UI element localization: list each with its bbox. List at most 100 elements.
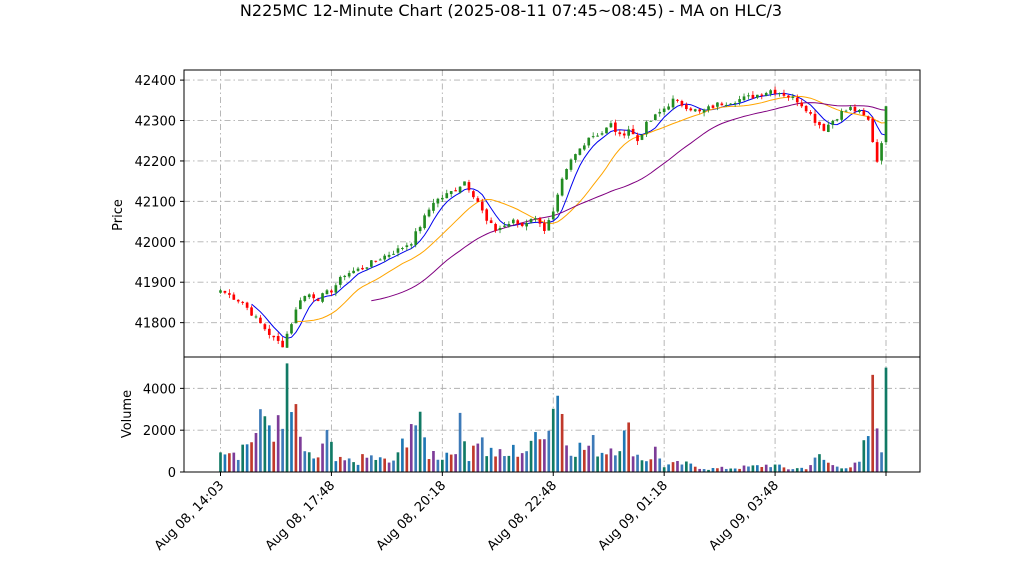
- ma-line-5: [251, 92, 887, 339]
- volume-bar: [747, 466, 750, 472]
- candle-body: [418, 227, 422, 232]
- price-tick-label: 41900: [135, 276, 176, 291]
- candle-body: [219, 290, 222, 293]
- candle-body: [378, 259, 382, 261]
- volume-bar: [316, 457, 320, 472]
- volume-bar: [427, 459, 431, 472]
- candle-body: [813, 113, 817, 123]
- candle-body: [747, 95, 750, 97]
- volume-bar: [263, 416, 267, 472]
- volume-bar: [503, 456, 506, 472]
- volume-bar: [560, 413, 564, 472]
- volume-bar: [312, 458, 316, 472]
- volume-bar: [494, 456, 497, 472]
- volume-bar: [658, 458, 662, 472]
- volume-bar: [338, 456, 342, 472]
- volume-bar: [591, 435, 595, 472]
- volume-bar: [401, 438, 404, 472]
- candle-body: [605, 127, 608, 134]
- volume-bar: [818, 454, 821, 472]
- candle-body: [871, 118, 875, 143]
- volume-bar: [365, 457, 369, 472]
- candle-body: [503, 225, 506, 227]
- candle-body: [458, 186, 462, 193]
- volume-bar: [547, 430, 551, 472]
- volume-bar: [645, 461, 648, 472]
- volume-bar: [738, 468, 741, 472]
- volume-bar: [693, 466, 697, 472]
- axis-ticks: 41800 41900 42000 42100 42200 42300 42400 0 2000…: [135, 74, 887, 554]
- candle-body: [773, 89, 777, 94]
- candle-body: [498, 227, 502, 231]
- volume-bar: [467, 461, 471, 472]
- volume-bar: [489, 447, 493, 472]
- volume-bar: [290, 412, 293, 472]
- volume-bar: [875, 428, 879, 472]
- volume-bar: [618, 451, 622, 472]
- volume-bar: [219, 452, 222, 472]
- candle-body: [334, 285, 338, 293]
- candle-body: [680, 101, 684, 106]
- candle-body: [223, 290, 227, 293]
- candle-body: [352, 270, 355, 274]
- volume-bar: [538, 439, 542, 472]
- candle-body: [653, 114, 657, 121]
- candle-body: [383, 255, 386, 260]
- volume-bar: [378, 457, 382, 472]
- volume-tick-label: 2000: [143, 424, 176, 439]
- candle-body: [587, 137, 591, 146]
- moving-average-lines: [251, 92, 887, 339]
- volume-bar: [281, 428, 284, 472]
- candle-body: [582, 145, 586, 150]
- candle-body: [791, 96, 795, 98]
- candle-body: [276, 336, 280, 341]
- volume-bar: [370, 455, 373, 472]
- candle-body: [365, 267, 369, 269]
- candle-body: [809, 112, 812, 114]
- volume-bar: [711, 468, 715, 472]
- candle-body: [742, 96, 746, 101]
- candle-body: [862, 110, 866, 116]
- volume-bar: [605, 454, 608, 472]
- price-tick-label: 41800: [135, 317, 176, 332]
- volume-bar: [844, 468, 848, 472]
- x-tick-label: Aug 08, 22:48: [485, 478, 561, 554]
- volume-bar: [236, 459, 240, 472]
- volume-bar: [418, 411, 422, 472]
- volume-bar: [325, 429, 329, 472]
- candle-body: [596, 135, 599, 137]
- candle-body: [463, 181, 466, 186]
- volume-bar: [485, 456, 489, 472]
- x-tick-label: Aug 08, 14:03: [152, 478, 228, 554]
- volume-bar: [480, 437, 484, 472]
- candle-body: [693, 109, 697, 112]
- volume-bar: [245, 444, 249, 472]
- volume-bar: [556, 395, 560, 472]
- volume-bar: [303, 451, 307, 472]
- volume-bar: [529, 440, 533, 472]
- volume-bar: [445, 452, 449, 472]
- candle-body: [591, 136, 595, 138]
- volume-bar: [498, 449, 502, 472]
- volume-bar: [476, 443, 480, 472]
- candle-body: [485, 209, 489, 221]
- volume-bar: [352, 462, 355, 472]
- volume-bar: [272, 441, 276, 472]
- volume-bar: [871, 374, 875, 472]
- volume-bar: [516, 456, 520, 472]
- candle-body: [866, 116, 870, 120]
- candle-body: [374, 260, 378, 262]
- candle-body: [685, 104, 688, 110]
- candle-body: [338, 276, 342, 285]
- candle-body: [454, 190, 457, 192]
- volume-bar: [396, 452, 400, 472]
- x-tick-label: Aug 08, 17:48: [263, 478, 339, 554]
- volume-bar: [285, 363, 289, 472]
- candle-body: [387, 254, 391, 257]
- candle-body: [569, 159, 573, 170]
- candle-body: [347, 273, 351, 277]
- candle-body: [795, 97, 799, 103]
- volume-bar: [756, 465, 759, 472]
